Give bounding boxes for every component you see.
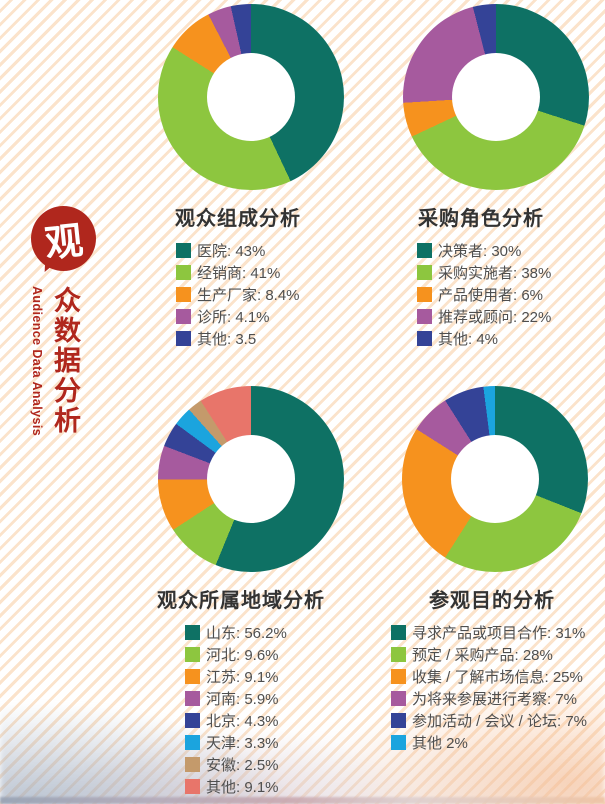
legend-item: 经销商: 41% [176, 261, 362, 283]
legend-swatch [417, 242, 432, 258]
legend-swatch [391, 624, 406, 640]
donut-hole [451, 53, 540, 141]
bubble-character: 观 [42, 217, 86, 266]
speech-bubble: 观 [31, 206, 96, 271]
legend-label: 决策者: 30% [438, 242, 522, 260]
legend-swatch [176, 308, 191, 324]
legend-label: 其他 2% [412, 734, 468, 752]
legend-label: 医院: 43% [197, 242, 266, 260]
chart-visit-purpose: 参观目的分析 寻求产品或项目合作: 31% 预定 / 采购产品: 28% 收集 / … [385, 386, 605, 753]
chart-title: 参观目的分析 [429, 590, 555, 612]
legend-label: 采购实施者: 38% [438, 264, 552, 282]
legend-swatch [176, 286, 191, 302]
legend-item: 医院: 43% [176, 239, 362, 261]
legend-swatch [185, 646, 200, 662]
legend-swatch [391, 690, 406, 706]
legend-label: 其他: 9.1% [206, 778, 279, 796]
legend-swatch [417, 330, 432, 346]
legend-item: 江苏: 9.1% [185, 665, 362, 687]
legend-swatch [391, 712, 406, 728]
chart-title: 采购角色分析 [418, 208, 544, 230]
legend-swatch [391, 646, 406, 662]
chart-legend: 决策者: 30% 采购实施者: 38% 产品使用者: 6% 推荐或顾问: 22% 其他:… [386, 239, 605, 349]
legend-item: 河北: 9.6% [185, 643, 362, 665]
legend-swatch [176, 242, 191, 258]
chart-audience-composition: 观众组成分析 医院: 43% 经销商: 41% 生产厂家: 8.4% 诊所: 4.1%… [140, 4, 362, 349]
legend-label: 寻求产品或项目合作: 31% [412, 624, 586, 642]
legend-item: 寻求产品或项目合作: 31% [391, 621, 605, 643]
legend-item: 安徽: 2.5% [185, 753, 362, 775]
legend-swatch [391, 668, 406, 684]
legend-item: 收集 / 了解市场信息: 25% [391, 665, 605, 687]
legend-item: 采购实施者: 38% [417, 261, 605, 283]
donut-hole [207, 53, 295, 141]
legend-swatch [417, 286, 432, 302]
legend-item: 河南: 5.9% [185, 687, 362, 709]
legend-item: 山东: 56.2% [185, 621, 362, 643]
donut-chart-audience-composition [158, 4, 344, 190]
legend-swatch [185, 690, 200, 706]
legend-swatch [185, 624, 200, 640]
legend-label: 经销商: 41% [197, 264, 281, 282]
donut-chart-visit-purpose [402, 386, 588, 572]
legend-item: 决策者: 30% [417, 239, 605, 261]
legend-label: 其他: 4% [438, 330, 499, 348]
legend-label: 参加活动 / 会议 / 论坛: 7% [412, 712, 588, 730]
legend-label: 其他: 3.5 [197, 330, 257, 348]
chart-title: 观众组成分析 [175, 208, 301, 230]
legend-label: 产品使用者: 6% [438, 286, 544, 304]
legend-item: 其他: 3.5 [176, 327, 362, 349]
donut-chart-purchasing-role [402, 4, 589, 190]
chart-audience-region: 观众所属地域分析 山东: 56.2% 河北: 9.6% 江苏: 9.1% 河南: 5.… [140, 386, 362, 797]
legend-item: 生产厂家: 8.4% [176, 283, 362, 305]
legend-swatch [176, 330, 191, 346]
legend-swatch [417, 308, 432, 324]
legend-label: 安徽: 2.5% [206, 756, 279, 774]
legend-label: 天津: 3.3% [206, 734, 279, 752]
legend-item: 其他 2% [391, 731, 605, 753]
legend-label: 江苏: 9.1% [206, 668, 279, 686]
chart-purchasing-role: 采购角色分析 决策者: 30% 采购实施者: 38% 产品使用者: 6% 推荐或顾问:… [386, 4, 605, 349]
legend-swatch [391, 734, 406, 750]
chart-title: 观众所属地域分析 [157, 590, 325, 612]
legend-label: 山东: 56.2% [206, 624, 287, 642]
legend-label: 生产厂家: 8.4% [197, 286, 300, 304]
legend-swatch [185, 734, 200, 750]
chart-legend: 医院: 43% 经销商: 41% 生产厂家: 8.4% 诊所: 4.1% 其他: 3.5 [140, 239, 362, 349]
english-subtitle-vertical: Audience Data Analysis [30, 286, 44, 437]
legend-label: 预定 / 采购产品: 28% [412, 646, 553, 664]
legend-label: 收集 / 了解市场信息: 25% [412, 668, 583, 686]
legend-swatch [176, 264, 191, 280]
background-photo-edge [0, 797, 605, 804]
legend-label: 推荐或顾问: 22% [438, 308, 552, 326]
donut-hole [451, 435, 539, 523]
legend-item: 产品使用者: 6% [417, 283, 605, 305]
donut-chart-audience-region [158, 386, 344, 572]
legend-item: 北京: 4.3% [185, 709, 362, 731]
legend-label: 北京: 4.3% [206, 712, 279, 730]
legend-label: 河北: 9.6% [206, 646, 279, 664]
legend-item: 其他: 9.1% [185, 775, 362, 797]
legend-swatch [185, 712, 200, 728]
legend-item: 其他: 4% [417, 327, 605, 349]
legend-item: 诊所: 4.1% [176, 305, 362, 327]
section-title-vertical: 众数据分析 [50, 286, 80, 436]
legend-swatch [185, 778, 200, 794]
legend-item: 为将来参展进行考察: 7% [391, 687, 605, 709]
legend-label: 河南: 5.9% [206, 690, 279, 708]
chart-legend: 寻求产品或项目合作: 31% 预定 / 采购产品: 28% 收集 / 了解市场信息:… [385, 621, 605, 753]
chart-legend: 山东: 56.2% 河北: 9.6% 江苏: 9.1% 河南: 5.9% 北京: 4.3… [140, 621, 362, 797]
legend-item: 推荐或顾问: 22% [417, 305, 605, 327]
legend-item: 预定 / 采购产品: 28% [391, 643, 605, 665]
legend-label: 诊所: 4.1% [197, 308, 270, 326]
legend-swatch [417, 264, 432, 280]
legend-label: 为将来参展进行考察: 7% [412, 690, 578, 708]
legend-item: 参加活动 / 会议 / 论坛: 7% [391, 709, 605, 731]
legend-swatch [185, 756, 200, 772]
legend-swatch [185, 668, 200, 684]
legend-item: 天津: 3.3% [185, 731, 362, 753]
donut-hole [207, 435, 295, 523]
